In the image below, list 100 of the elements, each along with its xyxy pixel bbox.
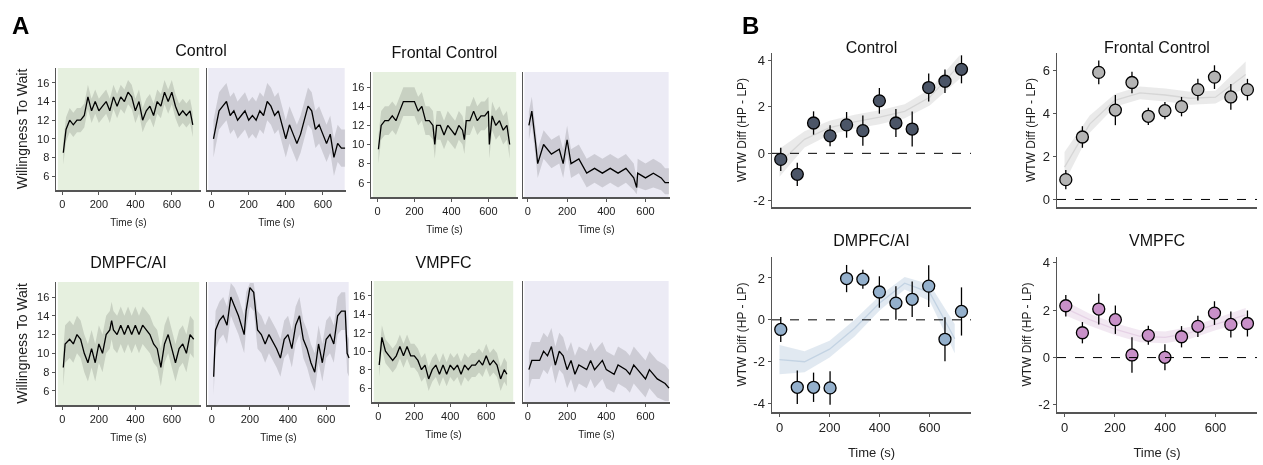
point — [856, 124, 870, 138]
x-tick-label: 400 — [126, 412, 145, 425]
point — [1059, 173, 1073, 187]
y-axis-title: Willingness To Wait — [13, 283, 30, 404]
y-tick-label: 6 — [43, 169, 50, 182]
point — [1240, 316, 1255, 331]
y-tick-label: 14 — [37, 309, 50, 322]
y-axis-title: WTW Diff (HP - LP) — [1019, 282, 1034, 387]
y-tick-label: 2 — [1042, 302, 1050, 318]
x-tick-label: 0 — [775, 420, 784, 436]
y-tick-label: -4 — [753, 396, 765, 412]
y-tick-label: 6 — [1042, 62, 1050, 78]
point — [1224, 317, 1238, 332]
point — [774, 322, 788, 337]
y-tick-label: -2 — [1038, 397, 1050, 413]
chart-title: VMPFC — [415, 253, 472, 271]
x-axis-title: Time (s) — [1133, 445, 1181, 460]
point — [889, 116, 903, 130]
x-axis-title: Time (s) — [426, 223, 463, 235]
point — [774, 152, 788, 167]
y-tick-label: 12 — [353, 326, 366, 339]
line-series — [378, 336, 508, 380]
y-tick-label: 4 — [1042, 105, 1050, 121]
y-tick-label: 12 — [352, 119, 365, 132]
point — [905, 122, 919, 136]
y-tick-label: 8 — [43, 365, 50, 378]
y-tick-label: 14 — [352, 100, 365, 113]
x-tick-label: 0 — [524, 409, 531, 422]
point — [1191, 319, 1205, 333]
x-tick-label: 400 — [442, 204, 461, 217]
point — [922, 279, 936, 293]
x-tick-label: 400 — [1154, 420, 1177, 436]
y-tick-label: 10 — [352, 138, 365, 151]
y-tick-label: 4 — [757, 52, 765, 68]
x-tick-label: 200 — [405, 409, 424, 422]
point — [1075, 130, 1090, 144]
x-tick-label: 600 — [636, 204, 655, 217]
point — [1224, 90, 1238, 104]
x-tick-label: 0 — [59, 197, 66, 210]
point — [1108, 103, 1123, 117]
x-tick-label: 200 — [818, 420, 841, 436]
point — [806, 116, 821, 130]
point — [1092, 65, 1106, 80]
x-tick-label: 0 — [524, 204, 531, 217]
y-tick-label: 8 — [43, 151, 50, 164]
x-tick-label: 400 — [441, 409, 460, 422]
x-tick-label: 200 — [1104, 420, 1126, 436]
text: B — [742, 12, 760, 40]
point — [1092, 302, 1106, 316]
point — [1174, 99, 1189, 114]
y-tick-label: -2 — [753, 354, 765, 370]
point — [1174, 330, 1189, 344]
chart-title: Control — [175, 41, 227, 59]
point — [1158, 350, 1172, 364]
point — [1141, 109, 1155, 123]
x-tick-label: 600 — [918, 420, 941, 436]
y-tick-label: 8 — [359, 363, 366, 376]
x-axis-title: Time (s) — [110, 431, 147, 443]
point — [1158, 104, 1172, 118]
point — [1125, 75, 1139, 90]
x-axis-title: Time (s) — [258, 216, 295, 228]
x-tick-label: 200 — [89, 197, 109, 210]
point — [1207, 306, 1222, 320]
y-tick-label: 16 — [353, 289, 366, 302]
point — [872, 94, 887, 108]
point — [889, 296, 903, 310]
chart-title: Control — [845, 38, 898, 56]
point — [954, 304, 969, 319]
x-tick-label: 600 — [636, 409, 655, 422]
chart-title: Frontal Control — [1104, 38, 1210, 56]
point — [905, 292, 919, 306]
y-tick-label: 14 — [37, 95, 50, 108]
y-tick-label: 6 — [359, 382, 366, 394]
point — [922, 80, 936, 95]
x-tick-label: 600 — [162, 197, 181, 210]
y-tick-label: 10 — [353, 345, 366, 358]
point — [790, 380, 804, 394]
y-axis-title: Willingness To Wait — [13, 68, 30, 190]
x-tick-label: 400 — [278, 412, 298, 425]
x-tick-label: 200 — [239, 197, 258, 210]
y-tick-label: 6 — [43, 384, 50, 397]
x-tick-label: 400 — [597, 409, 616, 422]
y-tick-label: 16 — [37, 76, 50, 89]
y-tick-label: 0 — [757, 312, 765, 328]
point — [823, 129, 837, 143]
y-tick-label: 0 — [757, 145, 765, 161]
y-tick-label: 12 — [37, 114, 50, 126]
y-tick-label: 0 — [1042, 350, 1050, 366]
line-series — [1063, 73, 1247, 168]
x-tick-label: 400 — [276, 197, 295, 210]
point — [823, 381, 837, 395]
y-tick-label: 2 — [757, 99, 765, 115]
line-series — [62, 91, 194, 154]
x-tick-label: 0 — [208, 412, 215, 425]
y-axis-title: WTW Diff (HP - LP) — [734, 282, 749, 387]
x-tick-label: 600 — [316, 412, 336, 425]
text: A — [12, 12, 30, 40]
y-tick-label: 16 — [37, 290, 50, 303]
point — [954, 62, 969, 76]
point — [872, 285, 887, 299]
